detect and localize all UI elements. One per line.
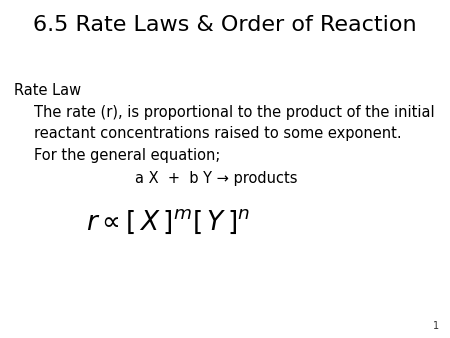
Text: 1: 1	[432, 321, 439, 331]
Text: a X  +  b Y → products: a X + b Y → products	[135, 171, 297, 186]
Text: 6.5 Rate Laws & Order of Reaction: 6.5 Rate Laws & Order of Reaction	[33, 15, 417, 35]
Text: Rate Law: Rate Law	[14, 83, 81, 98]
Text: reactant concentrations raised to some exponent.: reactant concentrations raised to some e…	[34, 126, 401, 141]
Text: $\mathit{r} \propto [\,X\,]^{m}[\,Y\,]^{n}$: $\mathit{r} \propto [\,X\,]^{m}[\,Y\,]^{…	[86, 208, 250, 236]
Text: For the general equation;: For the general equation;	[34, 148, 220, 163]
Text: The rate (r), is proportional to the product of the initial: The rate (r), is proportional to the pro…	[34, 105, 434, 120]
